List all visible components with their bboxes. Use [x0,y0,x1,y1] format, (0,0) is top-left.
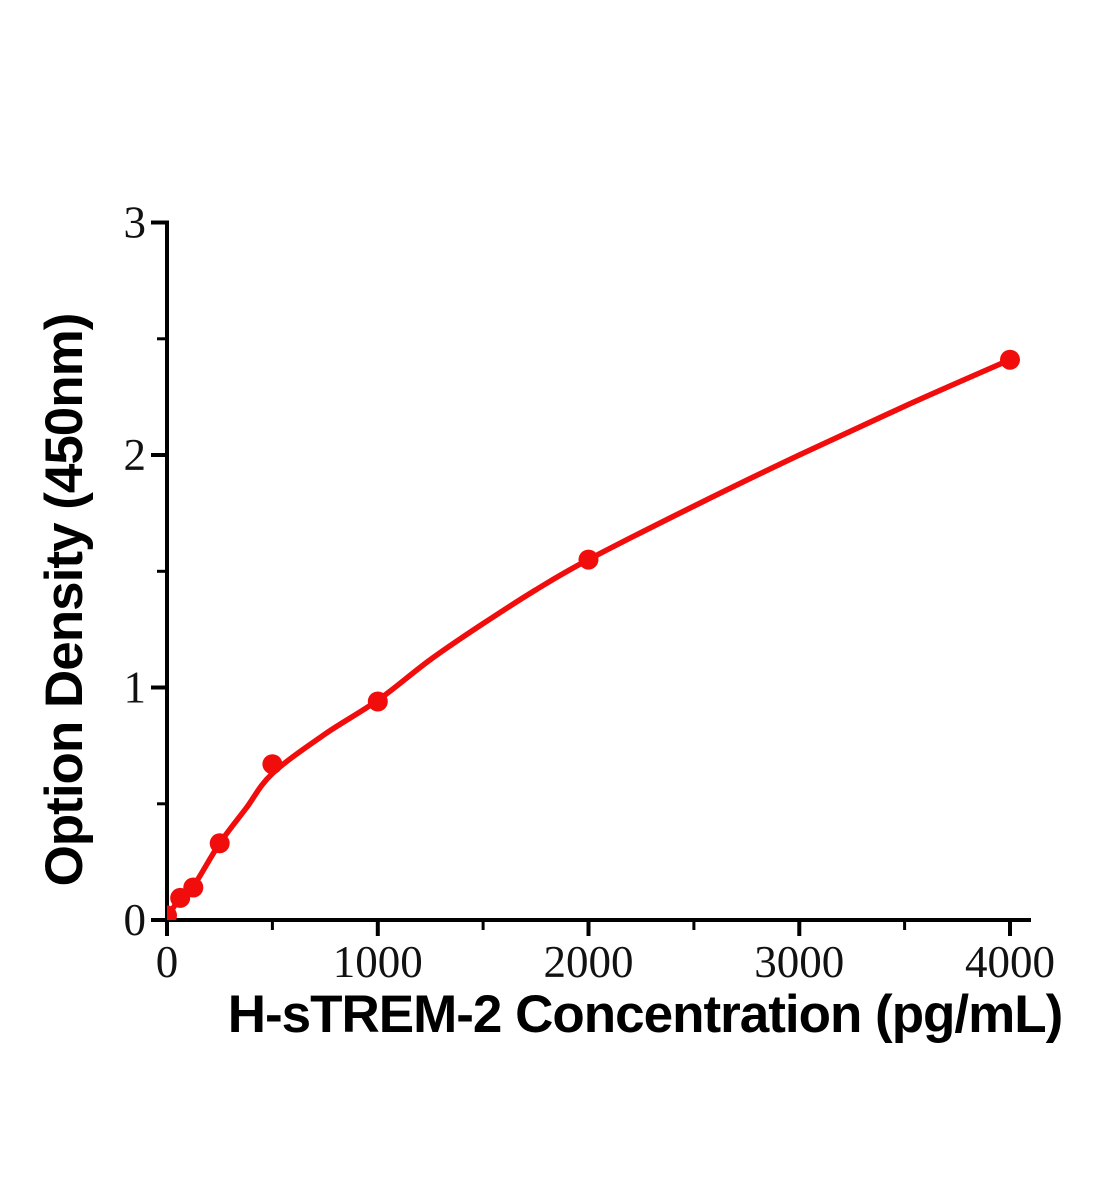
fit-curve [167,356,1013,920]
y-tick-label: 0 [124,895,147,945]
data-point [183,877,204,898]
data-point [367,691,388,712]
y-tick-label: 3 [124,198,147,248]
data-point [167,905,177,920]
x-tick-label: 2000 [544,937,634,987]
x-tick-label: 0 [156,937,179,987]
data-point [262,754,283,775]
y-tick-label: 2 [124,430,147,480]
data-point [209,833,230,854]
x-tick-label: 4000 [965,937,1055,987]
axes [163,220,1031,922]
y-axis-title: Option Density (450nm) [35,314,94,887]
axis-tick-labels: 0 1000 2000 3000 4000 0 1 2 3 [124,198,1056,988]
x-tick-label: 3000 [754,937,844,987]
x-axis-title: H-sTREM-2 Concentration (pg/mL) [228,985,1063,1044]
x-tick-label: 1000 [333,937,423,987]
data-point [1000,349,1020,370]
data-point [578,549,599,570]
axis-ticks [151,220,1012,936]
series-layer [167,349,1020,920]
y-tick-label: 1 [124,663,147,713]
